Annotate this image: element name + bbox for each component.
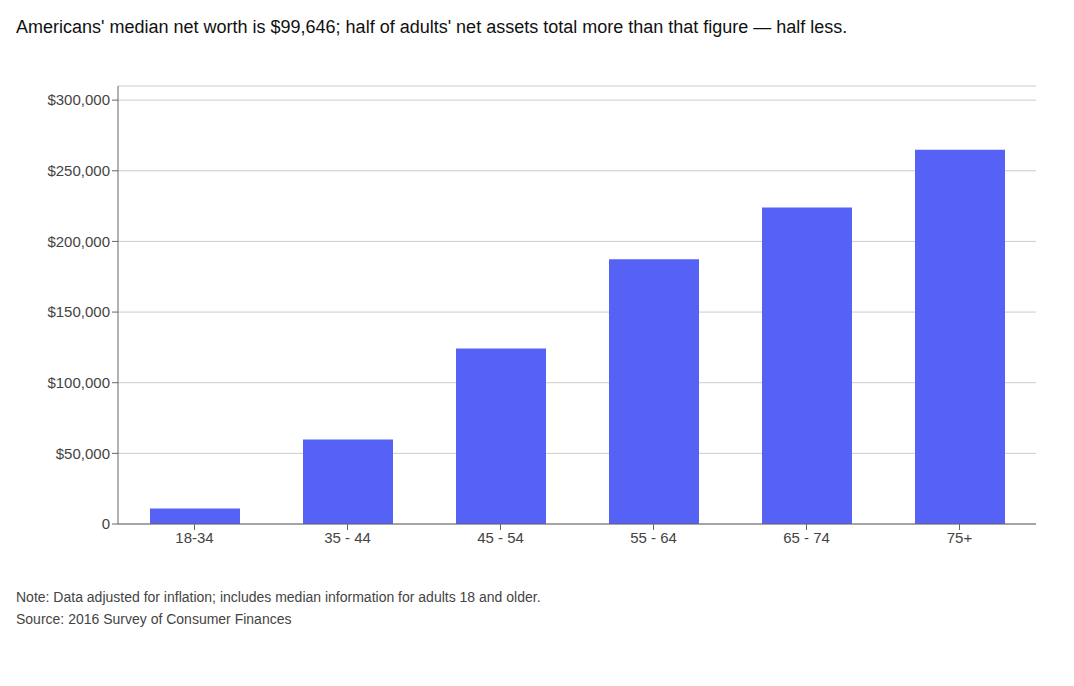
svg-text:18-34: 18-34	[175, 529, 213, 546]
html-text:Americans' median net worth is: Americans' median net worth is $99,646; …	[16, 17, 848, 37]
html-text:Source: 2016 Survey of Consume: Source: 2016 Survey of Consumer Finances	[16, 611, 292, 628]
svg-text:75+: 75+	[947, 529, 973, 546]
svg-text:$100,000: $100,000	[47, 374, 110, 391]
svg-text:$150,000: $150,000	[47, 303, 110, 320]
svg-text:0: 0	[102, 515, 110, 532]
svg-text:$250,000: $250,000	[47, 162, 110, 179]
svg-text:35 - 44: 35 - 44	[324, 529, 371, 546]
svg-text:$200,000: $200,000	[47, 233, 110, 250]
html-text:Note: Data adjusted for inflat: Note: Data adjusted for inflation; inclu…	[16, 589, 541, 605]
svg-text:55 - 64: 55 - 64	[630, 529, 677, 546]
svg-text:45 - 54: 45 - 54	[477, 529, 524, 546]
svg-text:65 - 74: 65 - 74	[783, 529, 830, 546]
svg-text:$50,000: $50,000	[56, 445, 110, 462]
svg-text:$300,000: $300,000	[47, 91, 110, 108]
